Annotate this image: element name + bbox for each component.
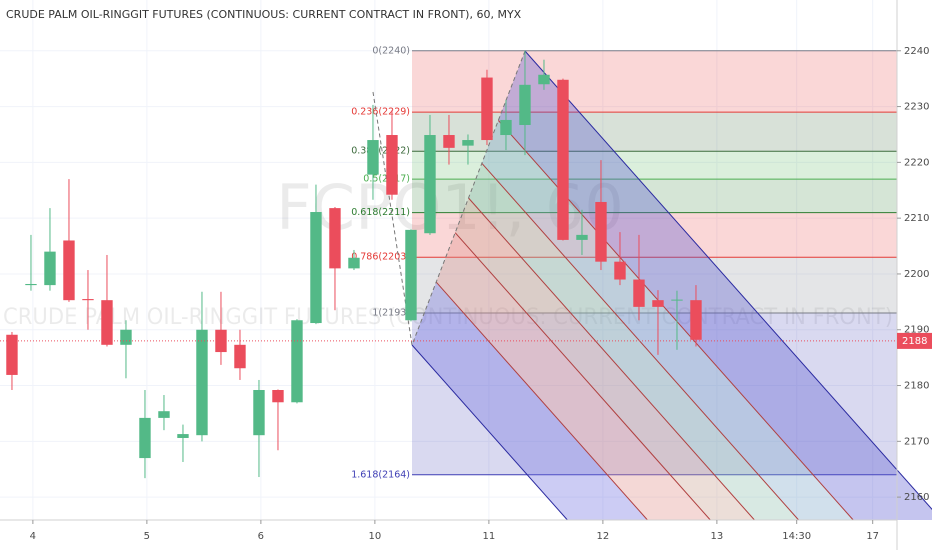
x-tick-label: 13 <box>711 531 724 542</box>
candle-body <box>329 208 341 269</box>
candle-body <box>614 261 626 280</box>
x-tick-label: 5 <box>144 531 150 542</box>
y-tick-label: 2240 <box>904 46 929 57</box>
x-tick-label: 14:30 <box>782 531 811 542</box>
candle-body <box>139 417 151 459</box>
candle-body <box>291 320 303 403</box>
channel-band <box>468 163 799 521</box>
y-tick-label: 2170 <box>904 436 929 447</box>
candle-body <box>557 79 569 240</box>
channel-band <box>498 51 932 520</box>
candle-body <box>633 279 645 307</box>
fib-label: 0.236(2229) <box>351 107 410 118</box>
x-tick-label: 17 <box>866 531 879 542</box>
candle-body <box>424 135 436 234</box>
candle-body <box>310 212 322 324</box>
fib-band <box>412 112 897 152</box>
candle-body <box>44 251 56 286</box>
fib-label: 1.618(2164) <box>351 469 410 480</box>
channel-line <box>435 281 648 521</box>
fib-band <box>412 50 897 113</box>
fib-label: 0.618(2211) <box>351 207 410 218</box>
fib-channel <box>372 50 932 521</box>
last-price-label: 2188 <box>902 336 927 347</box>
x-tick-label: 4 <box>30 531 36 542</box>
candle-body <box>519 84 531 125</box>
fib-retracement: 0(2240)0.236(2229)0.382(2222)0.5(2217)0.… <box>351 45 897 480</box>
fib-band <box>412 151 897 180</box>
candle-body <box>196 329 208 436</box>
axes: 2160 2170 2180 2190 2200 2210 2220 2230 2240 4 5 6 1… <box>0 46 932 542</box>
channel-band <box>481 120 854 520</box>
y-tick-label: 2190 <box>904 325 929 336</box>
candle-body <box>234 344 246 369</box>
candle-body <box>500 119 512 136</box>
fib-label: 0.786(2203) <box>351 252 410 263</box>
candle-body <box>443 135 455 148</box>
last-price-box <box>897 332 932 349</box>
channel-line <box>454 232 711 521</box>
watermark-name: CRUDE PALM OIL-RINGGIT FUTURES (CONTINUO… <box>3 305 893 330</box>
candle-body <box>538 74 550 85</box>
candle-body <box>405 229 417 321</box>
y-tick-label: 2220 <box>904 157 929 168</box>
fib-band <box>412 179 897 213</box>
fib-label: 1(2193) <box>372 308 410 319</box>
candle-body <box>177 434 189 438</box>
candle-body <box>253 390 265 436</box>
fib-band <box>412 212 897 258</box>
candle-body <box>367 140 379 175</box>
candle-body <box>576 234 588 240</box>
channel-band <box>455 198 755 520</box>
candle-body <box>63 240 75 301</box>
candle-body <box>82 299 94 301</box>
channel-line <box>481 162 799 521</box>
fib-label: 0.382(2222) <box>351 146 410 157</box>
candle-body <box>652 300 664 307</box>
candle-body <box>158 411 170 418</box>
x-tick-label: 11 <box>483 531 496 542</box>
y-tick-label: 2210 <box>904 213 929 224</box>
candle-body <box>462 140 474 146</box>
candle-body <box>386 135 398 195</box>
fib-label: 0(2240) <box>372 45 410 56</box>
x-tick-label: 6 <box>258 531 264 542</box>
y-tick-label: 2180 <box>904 381 929 392</box>
candle-body <box>481 77 493 141</box>
candle-body <box>101 300 113 345</box>
candle-body <box>595 201 607 262</box>
y-tick-label: 2160 <box>904 492 929 503</box>
channel-line <box>524 50 932 511</box>
chart-title: CRUDE PALM OIL-RINGGIT FUTURES (CONTINUO… <box>6 8 522 21</box>
channel-line <box>468 197 755 521</box>
candle-body <box>6 334 18 375</box>
fib-band <box>412 313 897 475</box>
channel-line <box>411 344 568 521</box>
candle-body <box>120 329 132 345</box>
candle-body <box>272 390 284 403</box>
candle-body <box>25 283 37 286</box>
candle-body <box>215 329 227 353</box>
x-tick-label: 12 <box>597 531 610 542</box>
channel-band <box>436 232 711 520</box>
candle-body <box>348 257 360 269</box>
channel-band <box>412 282 648 520</box>
candle-body <box>690 300 702 340</box>
y-tick-label: 2230 <box>904 102 929 113</box>
candles <box>6 50 702 479</box>
x-tick-label: 10 <box>369 531 382 542</box>
y-tick-label: 2200 <box>904 269 929 280</box>
candle-body <box>671 299 683 301</box>
